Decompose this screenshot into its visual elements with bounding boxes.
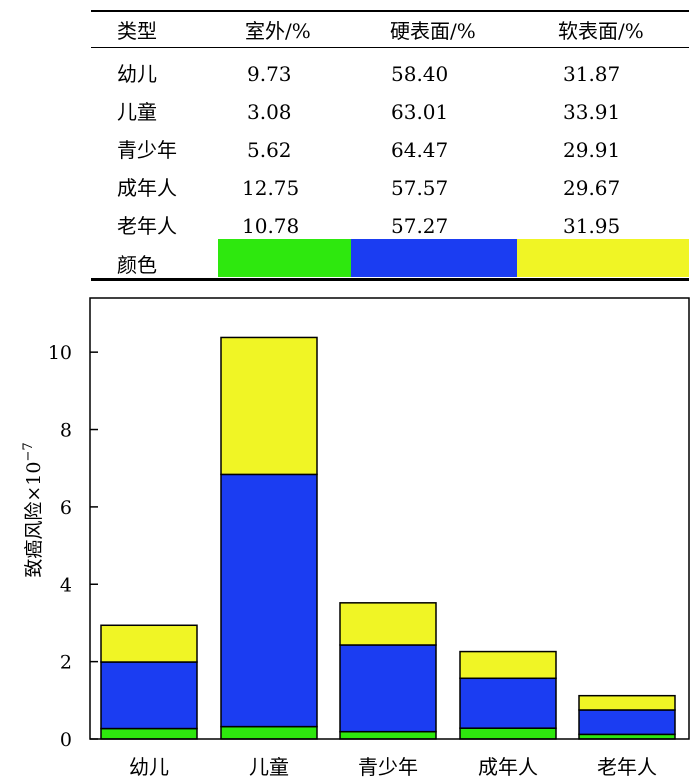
row-outdoor: 12.75: [242, 176, 300, 200]
table-bottom-rule: [91, 278, 689, 281]
bar-segment: [100, 727, 198, 740]
row-hard: 64.47: [391, 138, 449, 162]
row-soft: 33.91: [563, 100, 621, 124]
soft-surface-color-swatch: [517, 239, 689, 277]
row-type: 儿童: [117, 100, 157, 124]
bar-segment: [459, 727, 557, 740]
x-tick-label: 成年人: [478, 755, 538, 779]
header-outdoor: 室外/%: [245, 19, 311, 43]
row-type: 青少年: [117, 138, 177, 162]
y-tick-label: 8: [60, 420, 72, 442]
bar-segment: [220, 725, 318, 740]
row-type: 成年人: [117, 176, 177, 200]
bar-segment: [220, 336, 318, 476]
row-hard: 57.57: [391, 176, 449, 200]
y-axis-title: 致癌风险×10−7: [21, 442, 45, 577]
bar-layer: [100, 336, 676, 740]
y-tick-label: 2: [60, 652, 72, 674]
bar-segment: [220, 473, 318, 728]
y-axis: 0 2 4 6 8 10: [48, 342, 98, 751]
row-outdoor: 5.62: [247, 138, 292, 162]
x-tick-label: 儿童: [249, 755, 289, 779]
header-soft-surface: 软表面/%: [558, 19, 644, 43]
hard-surface-color-swatch: [351, 239, 517, 277]
y-tick-label: 10: [48, 342, 72, 364]
row-hard: 57.27: [391, 214, 449, 238]
row-soft: 29.67: [563, 176, 621, 200]
x-tick-label: 老年人: [597, 755, 657, 779]
y-tick-label: 6: [60, 497, 72, 519]
x-axis: 幼儿 儿童 青少年 成年人 老年人: [129, 755, 657, 779]
row-hard: 63.01: [391, 100, 449, 124]
outdoor-color-swatch: [218, 239, 351, 277]
bar-segment: [100, 624, 198, 663]
bar-segment: [459, 650, 557, 680]
table-header-rule: [91, 47, 689, 48]
composition-table: 类型 室外/% 硬表面/% 软表面/% 幼儿 9.73 58.40 31.87 …: [91, 10, 689, 282]
row-soft: 31.95: [563, 214, 621, 238]
row-outdoor: 3.08: [247, 100, 292, 124]
header-type: 类型: [117, 19, 157, 43]
bar-segment: [339, 730, 437, 740]
plot-frame: [89, 297, 690, 740]
x-tick-label: 幼儿: [129, 755, 169, 779]
bar-segment: [459, 677, 557, 729]
row-outdoor: 9.73: [247, 62, 292, 86]
bar-segment: [339, 602, 437, 646]
table-top-rule: [91, 10, 689, 12]
y-axis-title-exponent: −7: [21, 442, 36, 461]
y-tick-label: 4: [60, 574, 72, 596]
row-outdoor: 10.78: [242, 214, 300, 238]
y-axis-title-text: 致癌风险×10: [23, 462, 45, 578]
row-soft: 31.87: [563, 62, 621, 86]
row-hard: 58.40: [391, 62, 449, 86]
row-type: 幼儿: [117, 62, 157, 86]
y-tick-label: 0: [60, 729, 72, 751]
bar-segment: [100, 661, 198, 730]
header-hard-surface: 硬表面/%: [390, 19, 476, 43]
bar-segment: [339, 644, 437, 733]
bar-segment: [578, 694, 676, 711]
bar-segment: [578, 709, 676, 736]
x-tick-label: 青少年: [358, 755, 418, 779]
row-type: 老年人: [117, 214, 177, 238]
row-soft: 29.91: [563, 138, 621, 162]
color-row-label: 颜色: [117, 253, 157, 277]
